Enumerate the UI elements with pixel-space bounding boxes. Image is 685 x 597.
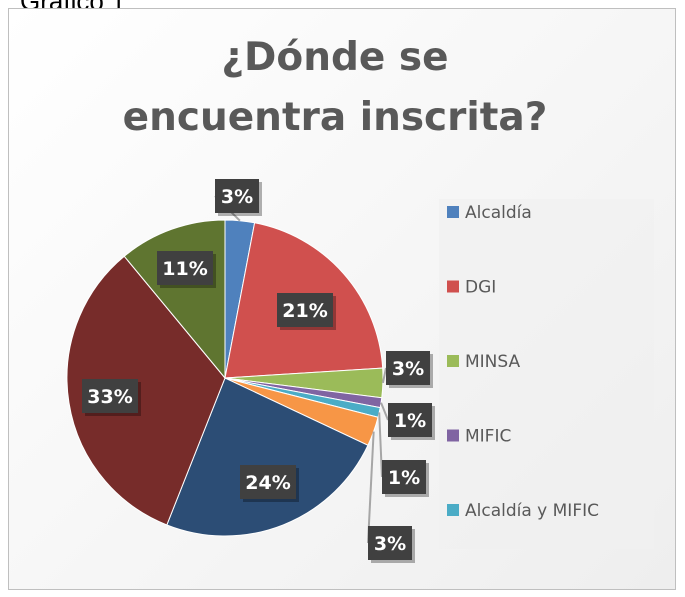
legend-label: MIFIC [465,427,511,447]
data-label: 21% [282,300,327,322]
label-box [157,251,213,285]
data-label: 1% [394,410,426,432]
legend-swatch [447,355,459,367]
legend-swatch [447,206,459,218]
label-box [215,179,259,213]
data-label: 3% [221,186,253,208]
legend-label: Alcaldía [465,203,532,223]
pie-slice [66,255,226,526]
data-label: 3% [392,358,424,380]
data-label: 3% [374,533,406,555]
data-label: 11% [162,258,207,280]
legend-label: DGI [465,278,496,298]
legend-label: MINSA [465,352,521,372]
chart-title: ¿Dónde se encuentra inscrita? [122,35,548,140]
data-label: 24% [245,472,290,494]
data-label: 1% [388,467,420,489]
leader-line [381,367,387,384]
data-label: 33% [87,386,132,408]
label-box [368,526,412,560]
legend-swatch [447,504,459,516]
label-box [240,465,296,499]
label-box [382,460,426,494]
label-box [82,379,138,413]
label-box [388,403,432,437]
legend-area [439,199,654,549]
leader-line [367,431,375,544]
legend-swatch [447,280,459,293]
label-box [386,351,430,385]
leader-line [378,412,383,478]
legend-label: Alcaldía y MIFIC [465,501,599,521]
pie-slice [166,377,369,537]
leader-line [380,402,389,421]
legend-swatch [447,429,459,442]
label-box [277,293,333,327]
